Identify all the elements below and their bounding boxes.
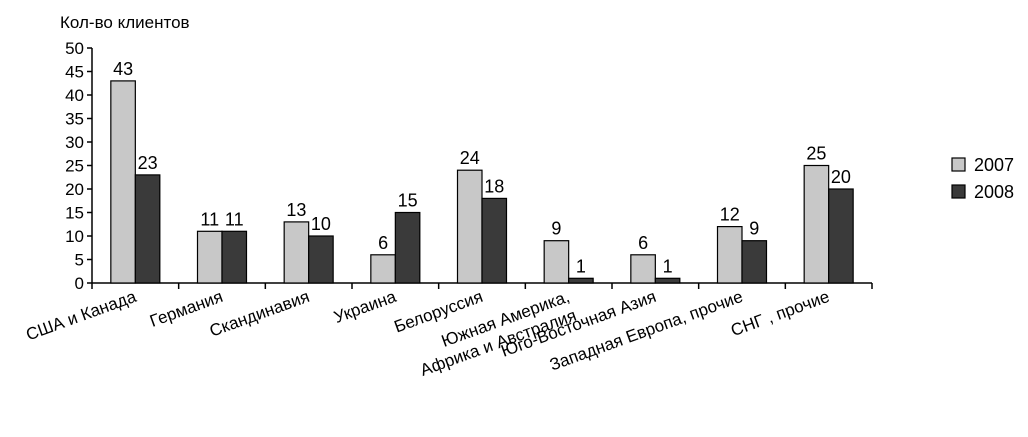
y-axis: 0 5 10 15 20 25 30 35 40 45 50 bbox=[65, 39, 93, 293]
y-tick-label: 50 bbox=[65, 39, 84, 58]
x-axis bbox=[91, 282, 873, 289]
category-label: США и Канада bbox=[23, 287, 139, 345]
bar-2007 bbox=[196, 230, 223, 284]
bar-2007 bbox=[110, 80, 136, 284]
legend-swatch-2008 bbox=[951, 184, 966, 199]
bar-2007 bbox=[456, 169, 483, 284]
bar-2008 bbox=[481, 197, 508, 284]
category-label-line: Украина bbox=[331, 287, 399, 327]
y-tick-label: 15 bbox=[65, 204, 84, 223]
y-tick-label: 40 bbox=[65, 86, 84, 105]
value-label-2008: 10 bbox=[311, 214, 331, 234]
bar-2007 bbox=[803, 164, 830, 284]
value-label-2007: 24 bbox=[460, 148, 480, 168]
value-label-2008: 18 bbox=[484, 176, 504, 196]
bars bbox=[110, 80, 854, 284]
y-tick-label: 0 bbox=[75, 274, 84, 293]
y-tick-label: 45 bbox=[65, 63, 84, 82]
value-label-2008: 11 bbox=[225, 209, 244, 229]
bar-2008 bbox=[654, 277, 681, 284]
y-tick-label: 10 bbox=[65, 227, 84, 246]
value-label-2008: 1 bbox=[663, 256, 673, 276]
y-tick-label: 30 bbox=[65, 133, 84, 152]
value-label-2008: 23 bbox=[138, 153, 158, 173]
value-label-2007: 43 bbox=[113, 59, 133, 79]
legend-label-2008: 2008 bbox=[974, 182, 1014, 202]
category-label: Украина bbox=[331, 287, 399, 327]
y-tick-label: 25 bbox=[65, 157, 84, 176]
bar-2008 bbox=[741, 240, 768, 284]
value-label-2007: 12 bbox=[720, 205, 740, 225]
category-label-line: США и Канада bbox=[23, 287, 139, 345]
legend-swatch-2007 bbox=[951, 157, 966, 172]
value-label-2008: 9 bbox=[749, 219, 759, 239]
bar-2007 bbox=[716, 226, 743, 284]
y-axis-title: Кол-во клиентов bbox=[60, 13, 190, 32]
bar-2008 bbox=[308, 235, 334, 284]
legend-label-2007: 2007 bbox=[974, 155, 1014, 175]
bar-2007 bbox=[543, 240, 570, 284]
bar-2007 bbox=[283, 221, 310, 284]
bar-2008 bbox=[134, 174, 161, 284]
y-tick-label: 35 bbox=[65, 110, 84, 129]
bar-2007 bbox=[370, 254, 396, 284]
bar-2008 bbox=[221, 230, 248, 284]
value-label-2008: 20 bbox=[831, 167, 851, 187]
y-tick-label: 20 bbox=[65, 180, 84, 199]
value-label-2007: 6 bbox=[378, 233, 388, 253]
y-tick-label: 5 bbox=[75, 251, 84, 270]
bar-2008 bbox=[394, 211, 421, 284]
value-label-2007: 6 bbox=[638, 233, 648, 253]
category-label-line: СНГ , прочие bbox=[728, 287, 832, 340]
bar-2007 bbox=[630, 254, 656, 284]
value-label-2008: 15 bbox=[398, 191, 418, 211]
value-label-2007: 9 bbox=[551, 219, 561, 239]
category-label: СНГ , прочие bbox=[728, 287, 832, 340]
value-label-2008: 1 bbox=[576, 256, 586, 276]
category-label: Скандинавия bbox=[207, 287, 312, 341]
value-label-2007: 25 bbox=[806, 144, 826, 164]
value-label-2007: 11 bbox=[200, 209, 219, 229]
category-label-line: Скандинавия bbox=[207, 287, 312, 341]
legend: 2007 2008 bbox=[951, 155, 1014, 202]
bar-2008 bbox=[828, 188, 854, 284]
bar-2008 bbox=[568, 277, 594, 284]
value-label-2007: 13 bbox=[286, 200, 306, 220]
